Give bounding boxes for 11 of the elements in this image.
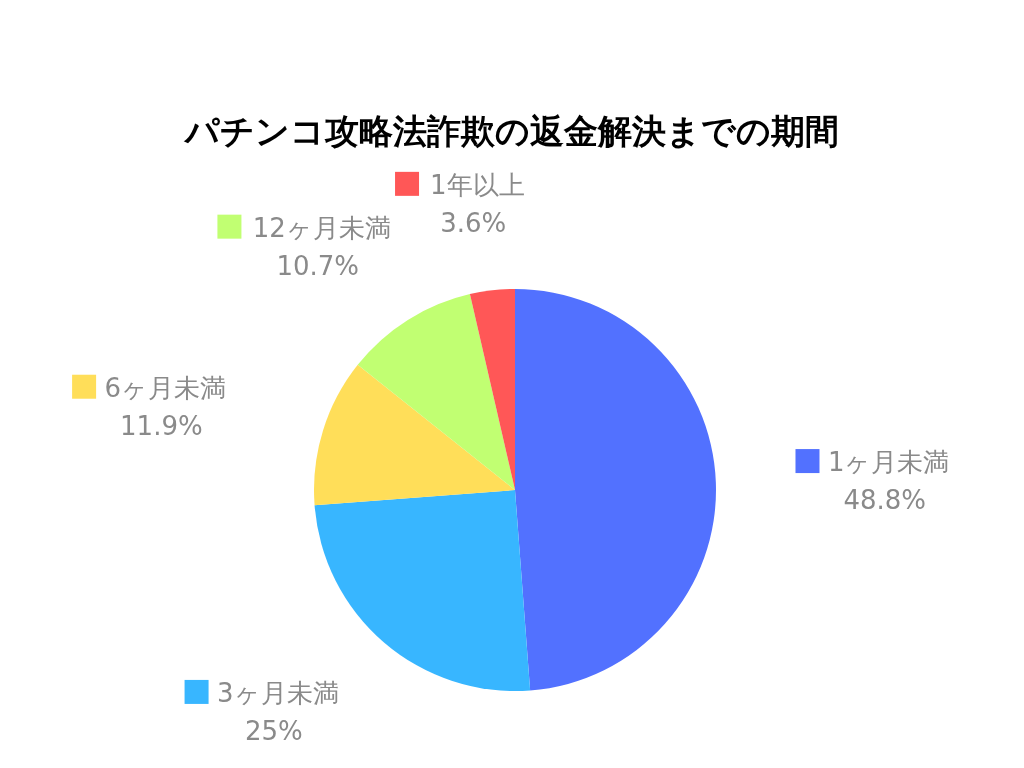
- data-label: 25%: [244, 715, 303, 746]
- legend-label: 6ヶ月未満: [104, 372, 227, 403]
- data-label: 48.8%: [843, 485, 927, 516]
- legend-label: 12ヶ月未満: [252, 212, 391, 243]
- data-label: 3.6%: [440, 207, 507, 238]
- legend-label: 1ヶ月未満: [827, 447, 950, 478]
- data-label: 11.9%: [120, 410, 203, 441]
- legend-label: 1年以上: [429, 169, 525, 200]
- legend-label: 3ヶ月未満: [217, 677, 339, 708]
- data-label: 10.7%: [276, 250, 360, 281]
- chart-title: パチンコ攻略法詐欺の返金解決までの期間: [183, 111, 839, 151]
